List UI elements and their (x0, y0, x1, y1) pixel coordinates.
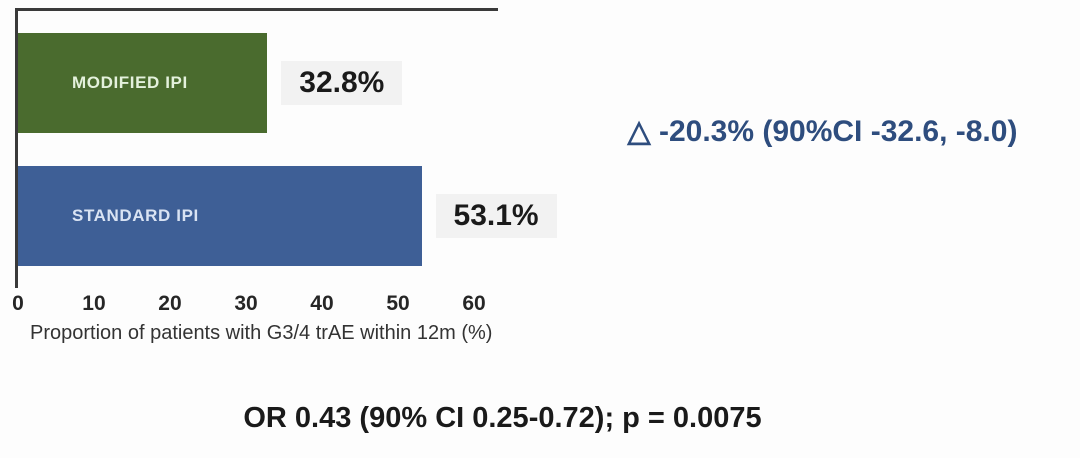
plot-top-border (15, 8, 498, 11)
value-label-modified-ipi: 32.8% (281, 61, 403, 105)
delta-annotation: △ -20.3% (90%CI -32.6, -8.0) (627, 115, 1018, 148)
y-axis-line (15, 8, 18, 288)
x-axis-ticks: 0 10 20 30 40 50 60 (12, 292, 486, 318)
bar-row-modified-ipi: MODIFIED IPI 32.8% (18, 33, 474, 133)
bar-label-standard-ipi: STANDARD IPI (72, 206, 199, 225)
x-axis-tick-label: 30 (234, 292, 258, 315)
value-label-standard-ipi: 53.1% (435, 194, 557, 238)
x-axis-tick-label: 10 (82, 292, 106, 315)
x-axis-tick-label: 0 (12, 292, 24, 315)
x-axis-title: Proportion of patients with G3/4 trAE wi… (30, 322, 493, 344)
x-axis-tick-label: 60 (462, 292, 486, 315)
bar-standard-ipi: STANDARD IPI (18, 166, 422, 266)
bar-label-modified-ipi: MODIFIED IPI (72, 73, 188, 92)
x-axis-tick-label: 20 (158, 292, 182, 315)
bar-row-standard-ipi: STANDARD IPI 53.1% (18, 166, 557, 266)
odds-ratio-statement: OR 0.43 (90% CI 0.25-0.72); p = 0.0075 (243, 402, 762, 434)
x-axis-tick-label: 40 (310, 292, 334, 315)
x-axis-tick-label: 50 (386, 292, 410, 315)
bar-modified-ipi: MODIFIED IPI (18, 33, 268, 133)
